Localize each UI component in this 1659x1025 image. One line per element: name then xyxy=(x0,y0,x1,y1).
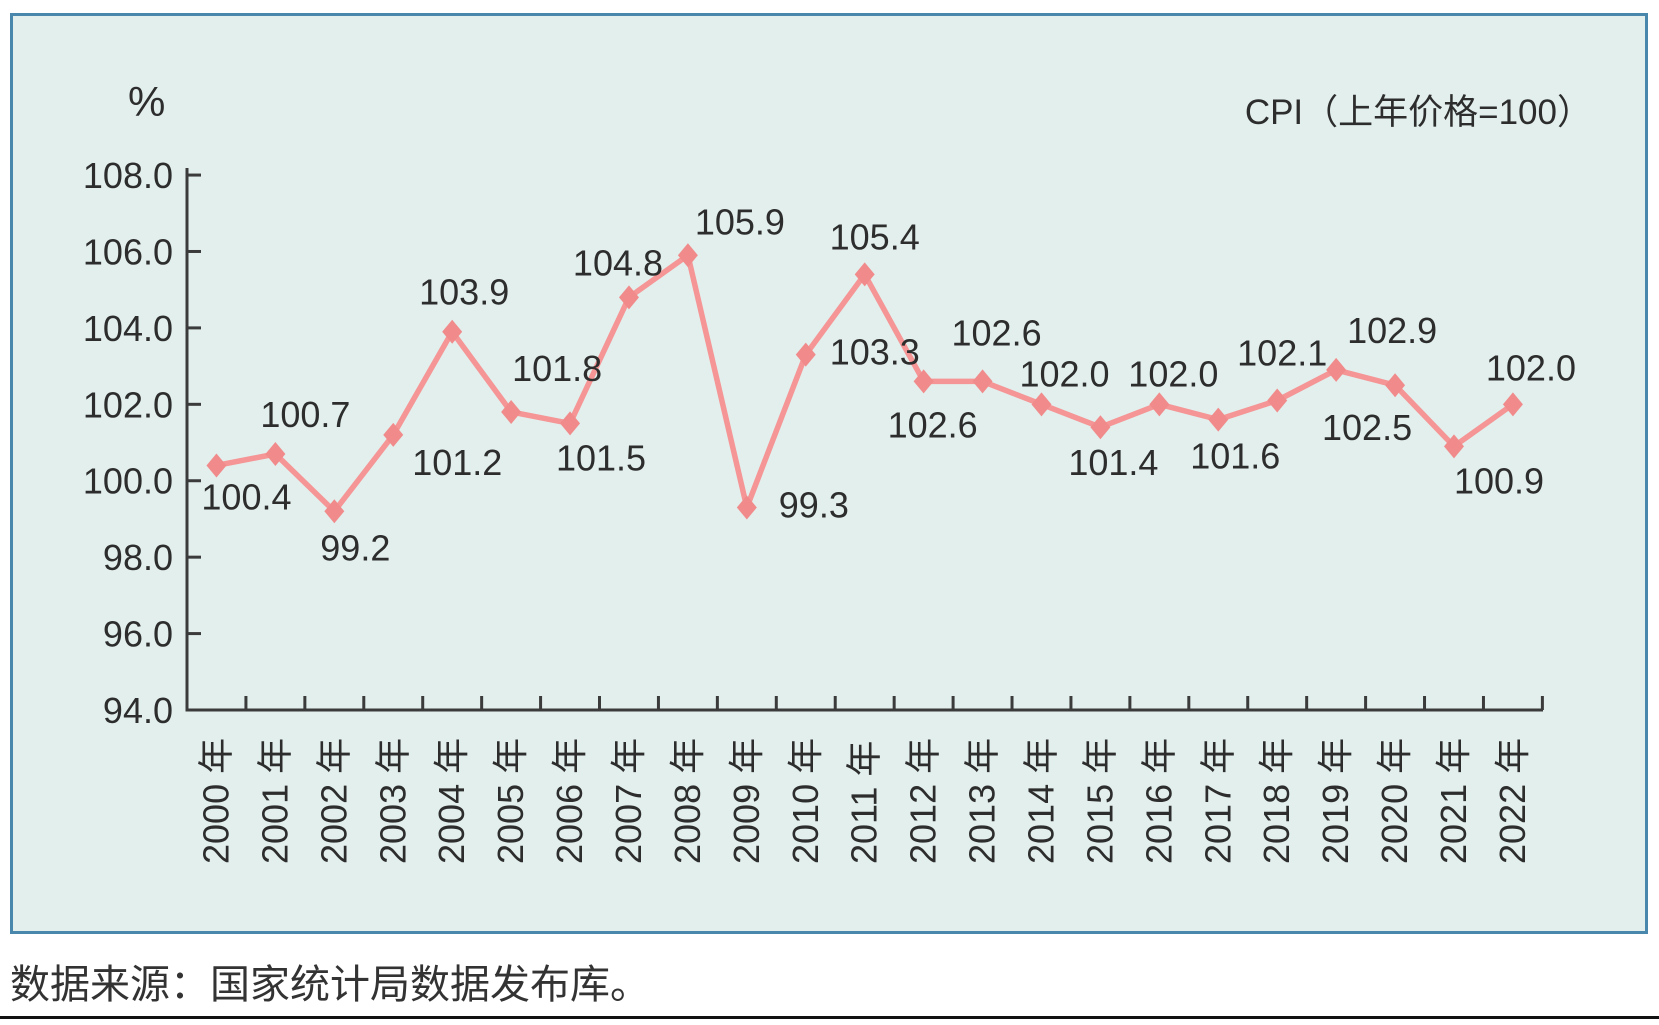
data-label: 102.5 xyxy=(1322,407,1412,448)
data-point-marker xyxy=(1385,373,1406,398)
data-point-marker xyxy=(618,285,639,310)
x-axis-ticks xyxy=(185,696,1544,710)
data-point-marker xyxy=(972,369,993,394)
data-label: 103.9 xyxy=(419,272,509,313)
data-label: 105.9 xyxy=(695,201,785,242)
bottom-divider xyxy=(0,1016,1659,1019)
y-tick-label: 108.0 xyxy=(83,155,173,196)
x-tick-label: 2012 年 xyxy=(903,738,944,864)
cpi-series-line xyxy=(213,252,1516,515)
data-label: 99.3 xyxy=(779,484,849,525)
data-label: 101.8 xyxy=(512,348,602,389)
y-axis-ticks: 108.0 106.0 104.0 102.0 100.0 98.0 96.0 94.0 xyxy=(83,155,201,731)
x-tick-label: 2010 年 xyxy=(785,738,826,864)
x-tick-label: 2002 年 xyxy=(313,738,354,864)
y-tick-label: 102.0 xyxy=(83,384,173,425)
y-tick-label: 96.0 xyxy=(103,614,173,655)
y-tick-label: 98.0 xyxy=(103,537,173,578)
x-axis-labels: 2000 年 2001 年 2002 年 2003 年 2004 年 2005 年 2006… xyxy=(195,738,1532,864)
chart-legend: CPI（上年价格=100） xyxy=(1244,93,1592,132)
data-point-marker xyxy=(795,342,816,367)
data-point-marker xyxy=(1326,357,1347,382)
x-tick-label: 2005 年 xyxy=(490,738,531,864)
data-label: 99.2 xyxy=(320,527,390,568)
x-tick-label: 2004 年 xyxy=(431,738,472,864)
data-label: 101.4 xyxy=(1068,442,1158,483)
data-label: 105.4 xyxy=(830,216,920,257)
data-label: 102.0 xyxy=(1019,353,1109,394)
data-point-marker xyxy=(442,319,463,344)
x-tick-label: 2011 年 xyxy=(844,741,885,864)
data-point-marker xyxy=(383,422,404,447)
data-label: 100.9 xyxy=(1454,460,1544,501)
chart-panel xyxy=(10,13,1648,934)
data-point-marker xyxy=(736,495,757,520)
data-point-marker xyxy=(854,262,875,287)
x-tick-label: 2022 年 xyxy=(1492,738,1533,864)
source-note: 数据来源：国家统计局数据发布库。 xyxy=(10,963,650,1007)
data-point-marker xyxy=(265,441,286,466)
x-tick-label: 2015 年 xyxy=(1079,738,1120,864)
data-point-marker xyxy=(324,499,345,524)
data-point-marker xyxy=(1149,392,1170,417)
x-tick-label: 2016 年 xyxy=(1138,738,1179,864)
x-tick-label: 2007 年 xyxy=(608,738,649,864)
y-tick-label: 106.0 xyxy=(83,231,173,272)
data-point-marker xyxy=(1090,415,1111,440)
data-label: 100.4 xyxy=(201,476,291,517)
x-tick-label: 2019 年 xyxy=(1315,738,1356,864)
data-point-marker xyxy=(560,411,581,436)
x-tick-label: 2000 年 xyxy=(195,738,236,864)
x-tick-label: 2018 年 xyxy=(1256,738,1297,864)
data-point-marker xyxy=(913,369,934,394)
data-label: 100.7 xyxy=(260,394,350,435)
x-tick-label: 2017 年 xyxy=(1197,738,1238,864)
y-tick-label: 104.0 xyxy=(83,308,173,349)
x-tick-label: 2001 年 xyxy=(254,738,295,864)
data-point-marker xyxy=(1502,392,1523,417)
data-label: 102.1 xyxy=(1237,332,1327,373)
y-tick-label: 94.0 xyxy=(103,690,173,731)
data-label: 102.0 xyxy=(1486,347,1576,388)
y-axis-unit-label: % xyxy=(128,78,166,125)
x-tick-label: 2013 年 xyxy=(962,738,1003,864)
data-point-marker xyxy=(501,399,522,424)
data-label: 102.0 xyxy=(1128,353,1218,394)
data-label: 102.6 xyxy=(952,312,1042,353)
data-label: 102.6 xyxy=(888,404,978,445)
y-tick-label: 100.0 xyxy=(83,461,173,502)
data-label: 101.6 xyxy=(1190,436,1280,477)
data-point-marker xyxy=(206,453,227,478)
data-point-marker xyxy=(1031,392,1052,417)
data-point-marker xyxy=(677,243,698,268)
data-label: 101.5 xyxy=(556,437,646,478)
data-label: 102.9 xyxy=(1347,310,1437,351)
data-label: 103.3 xyxy=(830,332,920,373)
data-point-marker xyxy=(1208,407,1229,432)
x-tick-label: 2020 年 xyxy=(1374,738,1415,864)
data-point-marker xyxy=(1443,434,1464,459)
x-tick-label: 2003 年 xyxy=(372,738,413,864)
data-points xyxy=(206,243,1523,524)
data-label: 101.2 xyxy=(412,442,502,483)
x-tick-label: 2021 年 xyxy=(1433,738,1474,864)
x-tick-label: 2008 年 xyxy=(667,738,708,864)
data-point-marker xyxy=(1267,388,1288,413)
x-tick-label: 2009 年 xyxy=(726,738,767,864)
data-label: 104.8 xyxy=(573,242,663,283)
x-tick-label: 2014 年 xyxy=(1020,738,1061,864)
x-tick-label: 2006 年 xyxy=(549,738,590,864)
